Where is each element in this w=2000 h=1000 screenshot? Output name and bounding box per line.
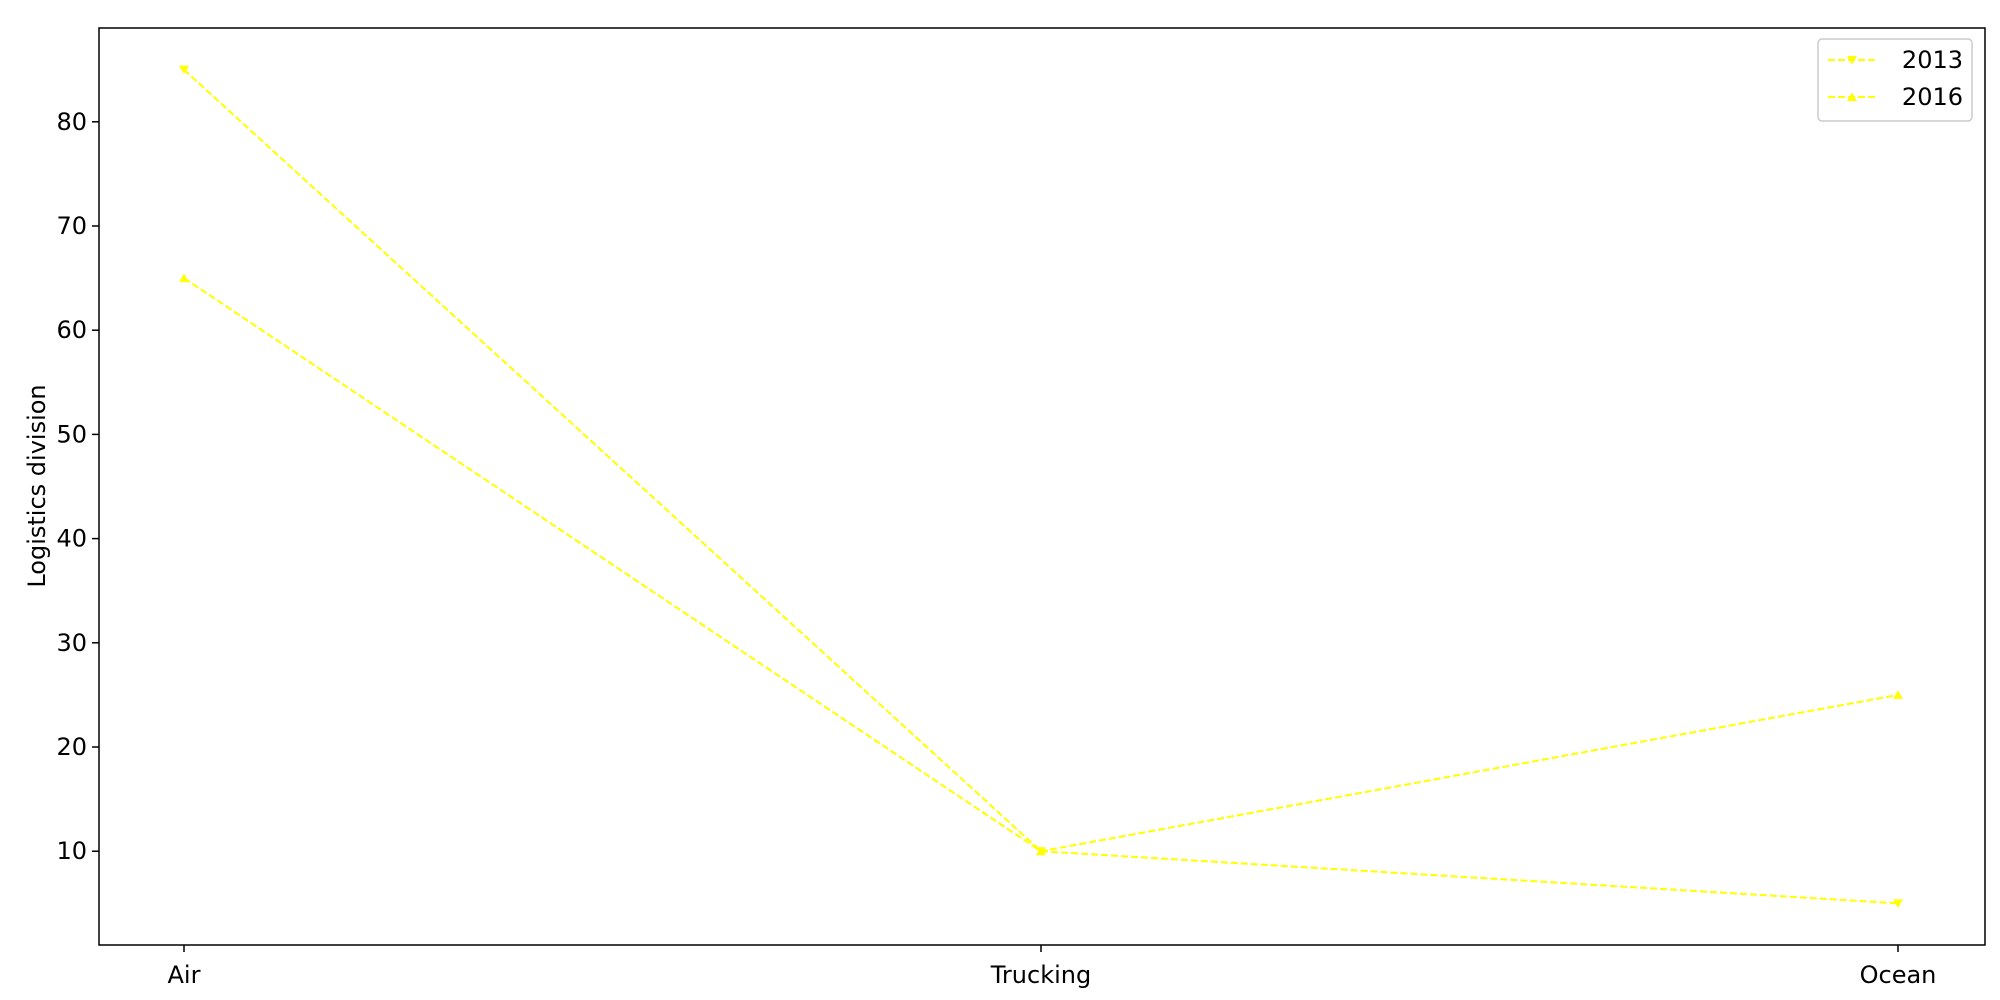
y-tick-label: 40	[56, 525, 87, 553]
x-tick-label: Ocean	[1860, 961, 1937, 989]
data-point-marker	[179, 65, 189, 75]
y-tick-label: 70	[56, 212, 87, 240]
y-tick-label: 10	[56, 837, 87, 865]
legend: 2013 2016	[1817, 38, 1973, 122]
series-line	[183, 68, 1899, 905]
legend-swatch-marker	[1847, 56, 1857, 65]
y-tick-label: 50	[56, 420, 87, 448]
plot-area	[98, 27, 1986, 946]
x-axis: Air Trucking Ocean	[168, 945, 1937, 989]
y-axis-title: Logistics division	[23, 384, 51, 587]
legend-item: 2013	[1828, 46, 1963, 74]
y-tick-label: 30	[56, 629, 87, 657]
x-tick-label: Air	[168, 961, 201, 989]
data-point-marker	[1893, 899, 1903, 908]
x-tick-label: Trucking	[990, 961, 1091, 989]
legend-label: 2013	[1902, 46, 1963, 74]
legend-label: 2016	[1902, 83, 1963, 111]
y-tick-label: 80	[56, 108, 87, 136]
data-point-marker	[1036, 846, 1046, 856]
series-layer	[179, 65, 1903, 908]
y-axis: 10 20 30 40 50 60 70 80	[56, 108, 99, 865]
data-point-marker	[179, 273, 189, 283]
y-tick-label: 60	[56, 316, 87, 344]
legend-swatch-marker	[1847, 92, 1857, 101]
legend-item: 2016	[1828, 83, 1963, 111]
series-2016	[179, 273, 1903, 856]
y-tick-label: 20	[56, 733, 87, 761]
data-point-marker	[1893, 690, 1903, 699]
